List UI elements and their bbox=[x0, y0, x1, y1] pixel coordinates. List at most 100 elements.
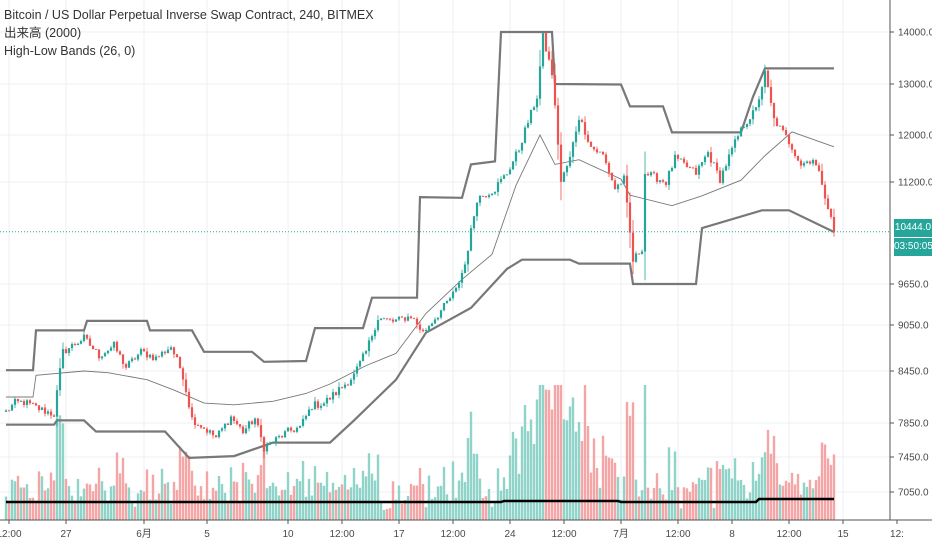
candle-body bbox=[439, 310, 443, 318]
candle-body bbox=[415, 318, 419, 325]
volume-bar bbox=[76, 478, 80, 520]
candle-body bbox=[772, 102, 776, 119]
volume-bar bbox=[406, 496, 410, 520]
volume-bar bbox=[640, 490, 644, 520]
volume-bar bbox=[361, 470, 365, 520]
candle-body bbox=[148, 354, 152, 358]
volume-legend[interactable]: 出来高 (2000) bbox=[4, 26, 82, 40]
candle-body bbox=[139, 349, 143, 355]
volume-bar bbox=[286, 472, 290, 520]
volume-bar bbox=[622, 476, 626, 520]
candle-body bbox=[418, 324, 422, 330]
volume-bar bbox=[538, 385, 542, 520]
candle-body bbox=[289, 427, 293, 431]
candle-body bbox=[574, 131, 578, 143]
candle-body bbox=[529, 109, 533, 124]
bar-countdown-badge: 03:50:05 bbox=[894, 238, 932, 256]
candle-body bbox=[163, 351, 167, 354]
candle-body bbox=[313, 401, 317, 410]
volume-bar bbox=[157, 493, 161, 520]
band-lower-line bbox=[6, 209, 835, 460]
candle-body bbox=[556, 105, 560, 145]
volume-bar bbox=[553, 385, 557, 520]
volume-bar bbox=[442, 466, 446, 520]
indicator-legend[interactable]: High-Low Bands (26, 0) bbox=[4, 44, 136, 58]
volume-bar bbox=[766, 429, 770, 520]
volume-bar bbox=[349, 487, 353, 520]
volume-bar bbox=[532, 443, 536, 520]
candle-body bbox=[370, 336, 374, 341]
candle-body bbox=[76, 343, 80, 346]
price-tick-label: 7450.0 bbox=[898, 453, 929, 464]
candle-body bbox=[310, 409, 314, 410]
volume-bar bbox=[607, 457, 611, 520]
candle-body bbox=[151, 354, 155, 360]
volume-bar bbox=[382, 509, 386, 520]
volume-bar bbox=[496, 468, 500, 520]
volume-bar bbox=[457, 480, 461, 520]
volume-bar bbox=[136, 493, 140, 520]
candle-body bbox=[79, 341, 83, 344]
volume-bar bbox=[238, 501, 242, 520]
candle-body bbox=[538, 66, 542, 99]
candle-body bbox=[22, 401, 26, 405]
candle-body bbox=[406, 316, 410, 321]
volume-bar bbox=[610, 458, 614, 520]
candle-body bbox=[658, 180, 662, 182]
volume-bar bbox=[472, 453, 476, 520]
volume-bar bbox=[310, 495, 314, 520]
candle-body bbox=[262, 437, 266, 452]
volume-bar bbox=[58, 415, 62, 520]
volume-bar bbox=[493, 501, 497, 520]
candle-body bbox=[631, 232, 635, 262]
volume-bar bbox=[619, 499, 623, 520]
candle-body bbox=[424, 330, 428, 332]
volume-bar bbox=[265, 488, 269, 520]
volume-bar bbox=[667, 447, 671, 520]
candle-body bbox=[154, 356, 158, 360]
volume-bar bbox=[346, 489, 350, 520]
candle-body bbox=[640, 251, 644, 255]
candle-body bbox=[40, 407, 44, 411]
volume-bar bbox=[454, 497, 458, 520]
candle-body bbox=[130, 358, 134, 362]
symbol-title[interactable]: Bitcoin / US Dollar Perpetual Inverse Sw… bbox=[4, 8, 374, 22]
volume-bar bbox=[520, 426, 524, 520]
candle-body bbox=[232, 416, 236, 422]
volume-bar bbox=[646, 487, 650, 520]
candle-body bbox=[169, 347, 173, 350]
candle-body bbox=[376, 320, 380, 331]
candle-body bbox=[463, 264, 467, 273]
candle-body bbox=[103, 353, 107, 357]
volume-bar bbox=[589, 472, 593, 520]
candle-body bbox=[61, 349, 65, 369]
candle-body bbox=[706, 152, 710, 157]
volume-bar bbox=[4, 496, 8, 520]
volume-bar bbox=[655, 473, 659, 520]
volume-bar bbox=[805, 486, 809, 520]
candle-body bbox=[508, 169, 512, 175]
volume-bar bbox=[433, 497, 437, 520]
candle-body bbox=[196, 425, 200, 426]
volume-bar bbox=[595, 468, 599, 520]
volume-bar bbox=[418, 467, 422, 520]
volume-bar bbox=[718, 469, 722, 520]
volume-bar bbox=[478, 478, 482, 520]
candle-body bbox=[106, 350, 110, 354]
candle-body bbox=[178, 357, 182, 369]
candle-body bbox=[430, 323, 434, 327]
candle-body bbox=[67, 348, 71, 353]
volume-bar bbox=[400, 503, 404, 520]
candle-body bbox=[181, 368, 185, 380]
candle-body bbox=[244, 428, 248, 434]
volume-bars bbox=[4, 385, 836, 520]
candle-body bbox=[814, 159, 818, 166]
volume-bar bbox=[100, 481, 104, 520]
candle-body bbox=[466, 250, 470, 265]
candle-body bbox=[715, 162, 719, 171]
candle-body bbox=[52, 415, 56, 417]
volume-bar bbox=[214, 490, 218, 520]
volume-bar bbox=[79, 496, 83, 520]
time-tick-label: 12:00 bbox=[776, 529, 801, 540]
